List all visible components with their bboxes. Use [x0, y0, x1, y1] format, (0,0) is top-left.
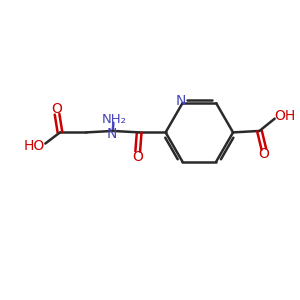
- Text: HO: HO: [23, 140, 45, 154]
- Text: O: O: [258, 147, 269, 161]
- Text: O: O: [132, 150, 143, 164]
- Text: N: N: [176, 94, 186, 108]
- Text: N: N: [107, 127, 117, 141]
- Text: O: O: [52, 102, 62, 116]
- Text: OH: OH: [274, 109, 296, 123]
- Text: NH₂: NH₂: [102, 113, 127, 126]
